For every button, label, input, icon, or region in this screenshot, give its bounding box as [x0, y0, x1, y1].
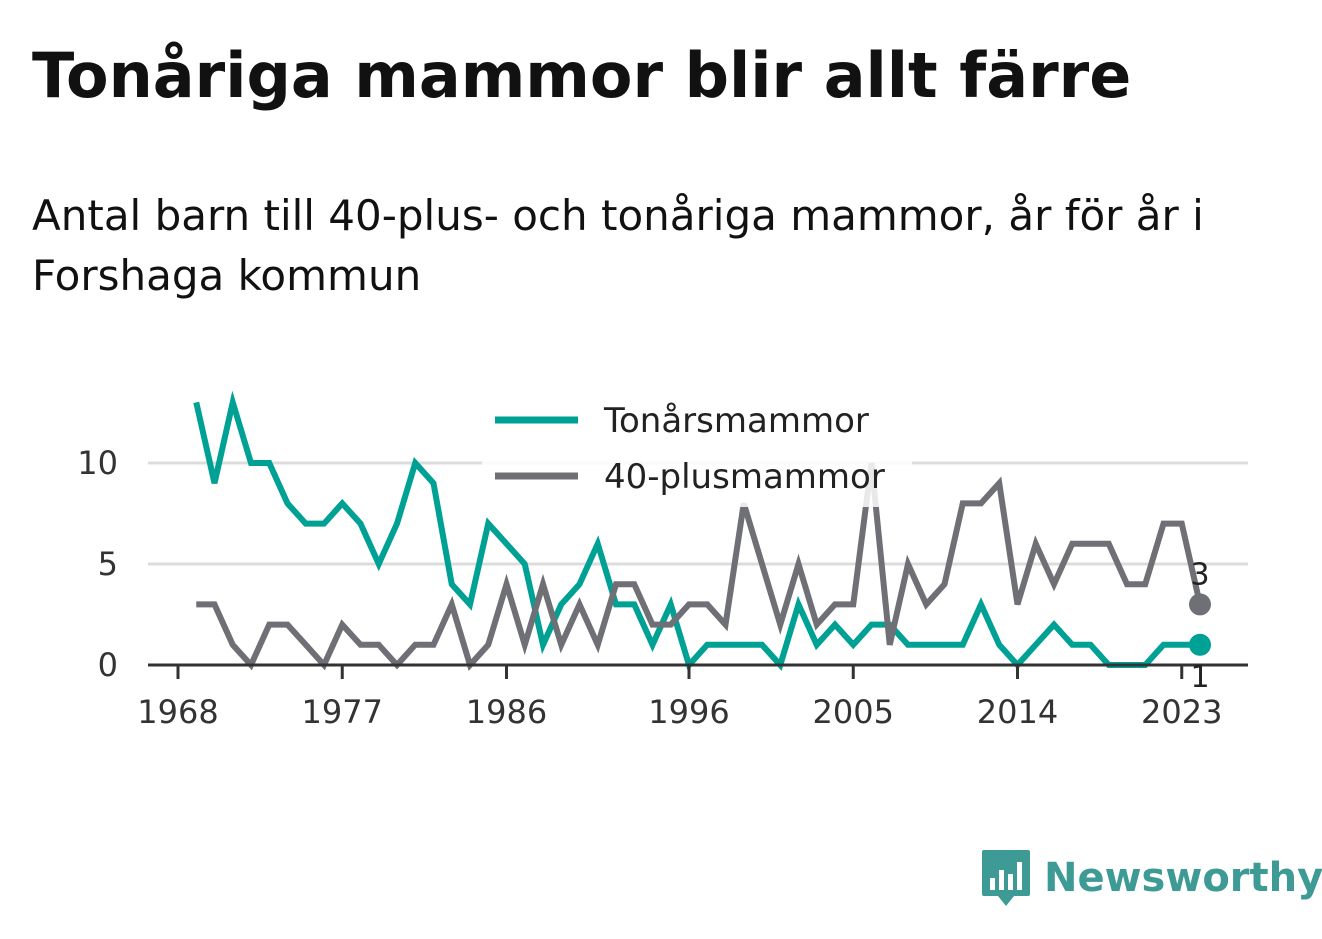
end-marker-1: [1189, 593, 1211, 616]
x-tick-label: 1996: [648, 693, 729, 731]
y-tick-label: 0: [98, 646, 118, 684]
legend: Tonårsmammor 40-plusmammor: [482, 395, 912, 507]
legend-label-0: Tonårsmammor: [603, 401, 869, 441]
series-line-0: [193, 390, 1200, 671]
logo-icon: [982, 850, 1030, 906]
x-tick-label: 2005: [813, 693, 894, 731]
x-tick-label: 2023: [1141, 693, 1222, 731]
series-lines: [193, 390, 1203, 671]
chart-subtitle: Antal barn till 40-plus- och tonåriga ma…: [32, 191, 1204, 300]
x-tick-label: 1977: [302, 693, 383, 731]
newsworthy-logo: Newsworthy: [980, 848, 1322, 908]
legend-label-1: 40-plusmammor: [604, 457, 885, 497]
end-label-0: 1: [1190, 660, 1209, 695]
x-tick-label: 2014: [977, 693, 1058, 731]
end-marker-0: [1189, 633, 1211, 656]
y-axis: 0 5 10: [77, 444, 118, 684]
end-markers: 13: [1189, 557, 1211, 695]
x-axis: 1968 1977 1986 1996 2005 2014 2023: [137, 663, 1248, 731]
end-label-1: 3: [1190, 557, 1209, 592]
x-tick-label: 1986: [466, 693, 547, 731]
y-tick-label: 5: [98, 545, 118, 583]
legend-background: [482, 395, 912, 507]
brand-name: Newsworthy: [1044, 855, 1322, 901]
y-tick-label: 10: [77, 444, 118, 482]
series-line-1: [196, 462, 1203, 671]
chart-title: Tonåriga mammor blir allt färre: [32, 39, 1132, 112]
x-tick-label: 1968: [137, 693, 218, 731]
